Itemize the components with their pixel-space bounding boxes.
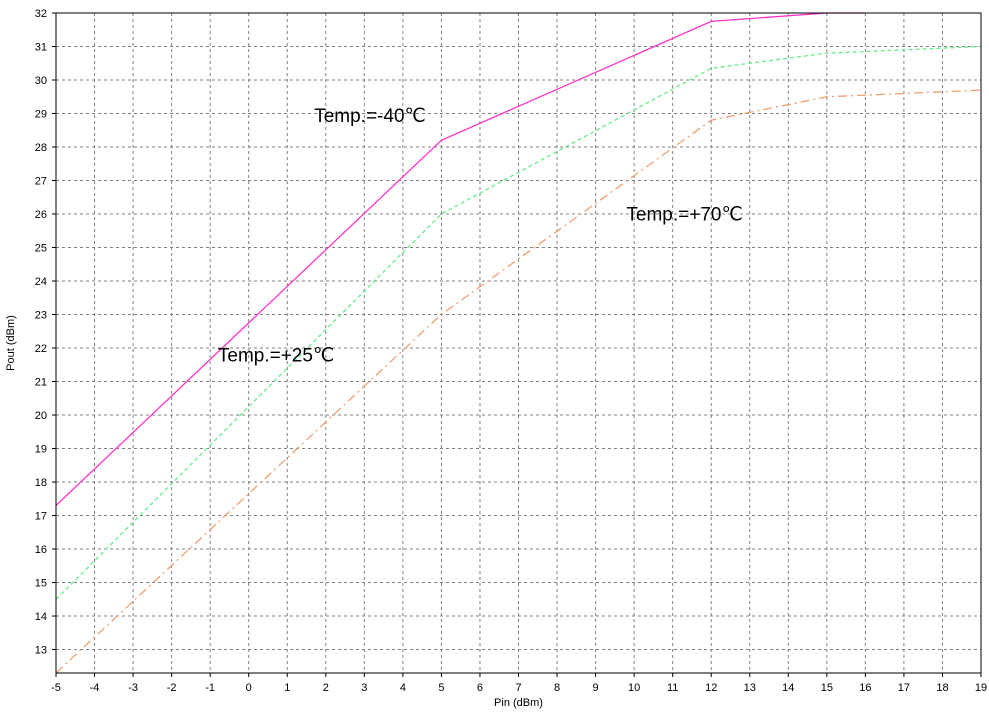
x-tick-label: 13 <box>744 682 756 694</box>
x-tick-label: 7 <box>515 682 521 694</box>
x-tick-label: 15 <box>821 682 833 694</box>
y-tick-label: 17 <box>35 511 47 523</box>
x-tick-label: -1 <box>205 682 215 694</box>
x-tick-label: 8 <box>554 682 560 694</box>
x-tick-label: 19 <box>975 682 987 694</box>
x-tick-label: 2 <box>323 682 329 694</box>
x-tick-label: -5 <box>51 682 61 694</box>
x-tick-label: 18 <box>936 682 948 694</box>
annotation-label: Temp.=+25℃ <box>218 345 334 366</box>
y-tick-label: 24 <box>35 276 47 288</box>
x-tick-label: 14 <box>782 682 794 694</box>
grid <box>56 13 981 673</box>
y-axis-label: Pout (dBm) <box>5 315 17 371</box>
x-tick-label: 11 <box>667 682 678 694</box>
annotation-label: Temp.=-40℃ <box>314 106 426 127</box>
x-tick-label: 16 <box>859 682 871 694</box>
y-tick-label: 16 <box>35 544 47 556</box>
y-tick-label: 32 <box>35 8 47 20</box>
x-tick-label: 10 <box>628 682 640 694</box>
series-line-3 <box>55 89 982 674</box>
x-tick-label: -2 <box>167 682 177 694</box>
y-tick-label: 18 <box>35 477 47 489</box>
x-axis-label: Pin (dBm) <box>494 697 543 709</box>
x-tick-label: 1 <box>284 682 290 694</box>
y-tick-label: 26 <box>35 209 47 221</box>
y-tick-label: 28 <box>35 142 47 154</box>
x-tick-label: 17 <box>898 682 910 694</box>
x-tick-label: -4 <box>90 682 100 694</box>
y-tick-label: 22 <box>35 343 47 355</box>
x-tick-label: 9 <box>593 682 599 694</box>
y-tick-label: 21 <box>35 377 47 389</box>
x-tick-label: 3 <box>361 682 367 694</box>
x-tick-label: 6 <box>477 682 483 694</box>
x-tick-label: 4 <box>400 682 406 694</box>
y-tick-label: 19 <box>35 444 47 456</box>
x-tick-label: 0 <box>246 682 252 694</box>
y-tick-label: 14 <box>35 611 47 623</box>
x-tick-label: 5 <box>438 682 444 694</box>
y-tick-label: 13 <box>35 645 47 657</box>
y-tick-label: 27 <box>35 176 47 188</box>
annotation-label: Temp.=+70℃ <box>626 205 742 226</box>
annotations: Temp.=-40℃ Temp.=+25℃ Temp.=+70℃ <box>218 106 743 367</box>
y-tick-label: 23 <box>35 310 47 322</box>
y-tick-label: 25 <box>35 243 47 255</box>
y-tick-label: 29 <box>35 109 47 121</box>
y-tick-label: 30 <box>35 75 47 87</box>
ticks: -5 -4 -3 -2 -1 0 1 2 3 4 5 6 7 8 9 10 11 12 13 14 15 16 17 18 19… <box>35 8 987 694</box>
y-tick-label: 15 <box>35 578 47 590</box>
y-tick-label: 31 <box>35 42 47 54</box>
y-tick-label: 20 <box>35 410 47 422</box>
x-tick-label: -3 <box>128 682 138 694</box>
x-tick-label: 12 <box>705 682 717 694</box>
series-line-1 <box>55 12 866 506</box>
